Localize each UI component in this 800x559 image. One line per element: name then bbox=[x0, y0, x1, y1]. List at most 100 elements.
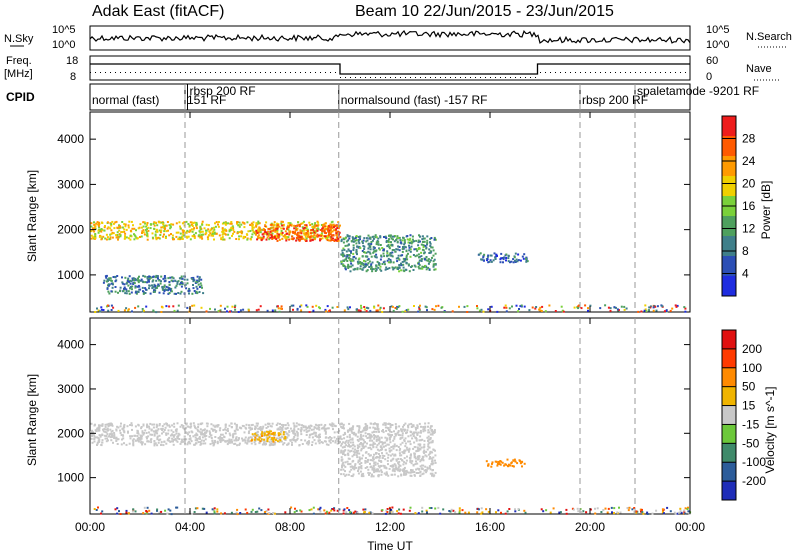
power-point bbox=[177, 231, 180, 234]
power-point bbox=[272, 229, 275, 232]
power-point bbox=[127, 237, 130, 240]
velocity-point bbox=[354, 433, 357, 436]
velocity-point bbox=[358, 443, 361, 446]
nave-dot bbox=[155, 72, 156, 73]
velocity-point bbox=[372, 430, 375, 433]
power-point bbox=[181, 235, 184, 238]
power-point bbox=[153, 227, 156, 230]
velocity-point bbox=[385, 467, 388, 470]
velocity-point bbox=[369, 462, 371, 465]
velocity-point bbox=[351, 465, 354, 468]
velocity-point bbox=[400, 430, 403, 433]
power-point bbox=[302, 227, 305, 230]
power-point bbox=[223, 229, 226, 232]
power-point bbox=[375, 309, 378, 312]
power-point bbox=[347, 263, 350, 266]
velocity-point bbox=[92, 431, 95, 434]
velocity-point bbox=[139, 434, 142, 437]
power-point bbox=[372, 235, 375, 238]
velocity-point bbox=[266, 438, 269, 441]
power-point bbox=[180, 281, 182, 284]
velocity-point bbox=[387, 433, 390, 436]
velocity-point bbox=[106, 423, 109, 426]
velocity-point bbox=[423, 443, 426, 446]
velocity-point bbox=[383, 455, 386, 457]
velocity-point bbox=[296, 434, 299, 437]
velocity-point bbox=[364, 461, 367, 464]
power-point bbox=[145, 225, 148, 228]
velocity-point bbox=[341, 458, 344, 461]
power-point bbox=[362, 239, 365, 242]
power-point bbox=[443, 310, 446, 313]
power-point bbox=[154, 284, 157, 287]
power-point bbox=[205, 231, 208, 234]
power-point bbox=[315, 224, 318, 227]
power-point bbox=[335, 232, 338, 235]
velocity-point bbox=[354, 451, 356, 454]
power-point bbox=[330, 226, 333, 229]
power-point bbox=[322, 223, 325, 226]
power-point bbox=[198, 230, 201, 233]
velocity-point bbox=[258, 436, 261, 439]
velocity-point bbox=[661, 511, 664, 514]
velocity-point bbox=[397, 469, 400, 472]
power-point bbox=[515, 304, 518, 307]
power-point bbox=[182, 233, 185, 236]
power-point bbox=[326, 239, 329, 242]
velocity-point bbox=[276, 440, 279, 443]
velocity-point bbox=[358, 456, 361, 459]
velocity-point bbox=[428, 431, 431, 434]
power-point bbox=[379, 268, 382, 271]
velocity-point bbox=[131, 439, 134, 442]
velocity-point bbox=[374, 435, 377, 438]
power-point bbox=[238, 225, 241, 228]
power-point bbox=[434, 268, 437, 271]
velocity-point bbox=[406, 455, 408, 458]
power-points bbox=[90, 220, 687, 314]
velocity-point bbox=[175, 439, 178, 442]
power-point bbox=[418, 256, 420, 259]
power-point bbox=[390, 254, 393, 257]
power-point bbox=[301, 222, 304, 225]
velocity-point bbox=[393, 435, 396, 438]
power-point bbox=[218, 234, 221, 237]
velocity-point bbox=[565, 512, 568, 515]
nave-dot bbox=[500, 77, 501, 78]
velocity-point bbox=[357, 470, 359, 472]
velocity-point bbox=[400, 474, 403, 477]
nave-dot bbox=[115, 72, 116, 73]
power-point bbox=[343, 238, 346, 241]
velocity-point bbox=[359, 431, 362, 433]
power-point bbox=[96, 223, 99, 226]
velocity-point bbox=[378, 470, 381, 473]
velocity-point bbox=[523, 509, 526, 512]
velocity-point bbox=[366, 442, 368, 445]
power-point bbox=[180, 285, 183, 288]
velocity-point bbox=[357, 468, 360, 471]
power-point bbox=[179, 225, 181, 228]
velocity-point bbox=[540, 508, 543, 511]
power-point bbox=[306, 228, 309, 231]
velocity-point bbox=[154, 442, 156, 445]
power-point bbox=[190, 228, 193, 231]
velocity-point bbox=[613, 507, 616, 510]
power-point bbox=[316, 224, 319, 227]
nave-dot bbox=[580, 72, 581, 73]
velocity-point bbox=[188, 431, 191, 434]
power-point bbox=[433, 236, 436, 239]
velocity-point bbox=[347, 454, 350, 457]
power-point bbox=[375, 253, 378, 256]
velocity-point bbox=[262, 425, 265, 428]
power-point bbox=[196, 287, 199, 290]
velocity-point bbox=[209, 432, 211, 435]
power-point bbox=[322, 235, 325, 238]
power-colorbar-tick-label: 24 bbox=[742, 154, 756, 168]
power-point bbox=[274, 227, 277, 230]
power-point bbox=[352, 244, 355, 247]
power-point bbox=[127, 226, 130, 229]
velocity-point bbox=[136, 437, 139, 440]
power-point bbox=[287, 236, 290, 239]
velocity-point bbox=[98, 424, 100, 427]
velocity-point bbox=[404, 422, 407, 425]
velocity-point bbox=[137, 432, 140, 435]
